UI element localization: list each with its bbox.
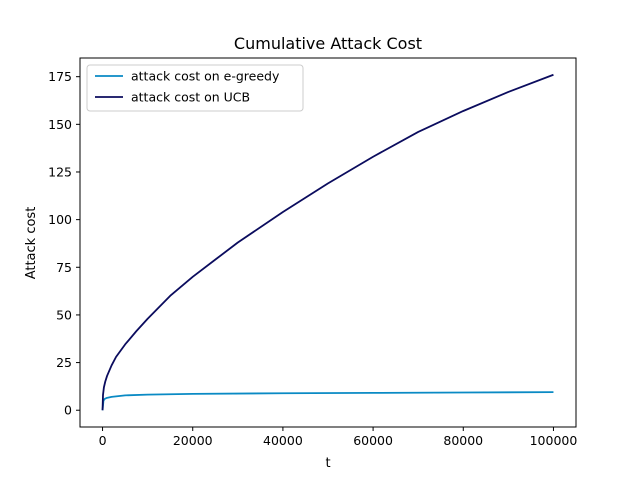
- x-tick-label: 60000: [353, 433, 393, 448]
- legend: attack cost on e-greedy attack cost on UC…: [86, 64, 304, 112]
- y-tick-label: 0: [64, 403, 72, 418]
- x-tick-label: 0: [99, 433, 107, 448]
- y-axis-label: Attack cost: [24, 207, 39, 280]
- legend-label-2: attack cost on UCB: [131, 90, 250, 105]
- legend-box: [86, 64, 304, 112]
- y-tick-label: 150: [48, 117, 72, 132]
- legend-label-1: attack cost on e-greedy: [131, 69, 280, 84]
- y-tick-label: 25: [56, 355, 72, 370]
- y-tick-label: 75: [56, 260, 72, 275]
- x-tick-label: 80000: [443, 433, 483, 448]
- series-line-1: [101, 391, 554, 411]
- x-tick-label: 40000: [263, 433, 303, 448]
- y-tick-label: 125: [48, 164, 72, 179]
- x-tick-label: 20000: [173, 433, 213, 448]
- plot-area: 0 20000 40000 60000 80000 100000 0 25 50 75 100 125…: [48, 57, 578, 448]
- series-line-2: [101, 73, 554, 411]
- axes-frame: [79, 57, 577, 428]
- chart-title: Cumulative Attack Cost: [234, 34, 422, 53]
- y-tick-label: 50: [56, 307, 72, 322]
- x-tick-label: 100000: [530, 433, 578, 448]
- y-tick-label: 100: [48, 212, 72, 227]
- x-axis-label: t: [325, 456, 330, 471]
- y-tick-label: 175: [48, 69, 72, 84]
